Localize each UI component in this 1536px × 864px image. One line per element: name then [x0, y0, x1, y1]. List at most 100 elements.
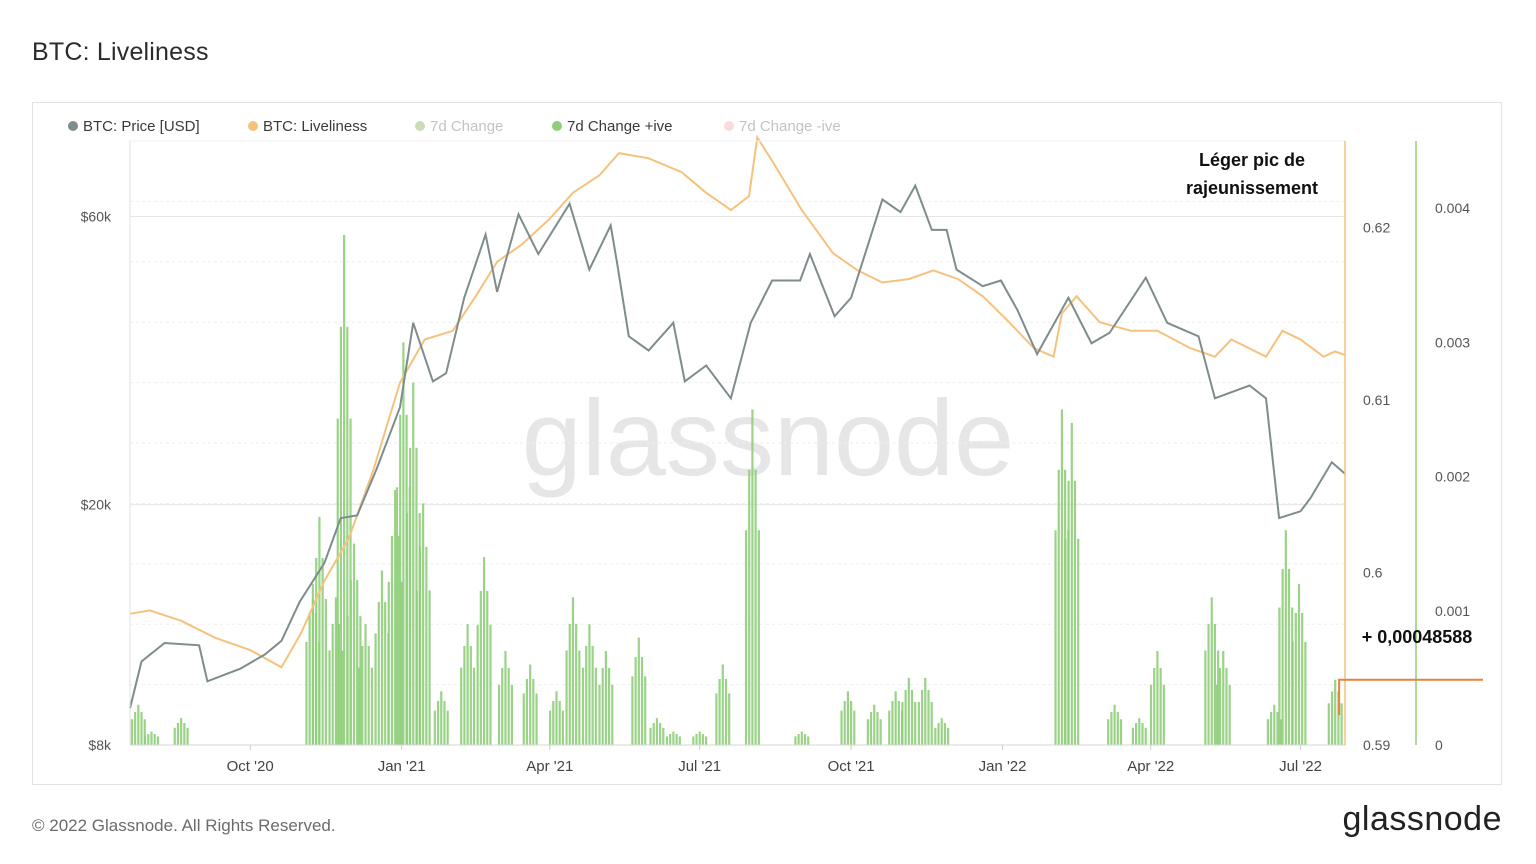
bar-7d-change-positive — [1279, 719, 1282, 745]
bar-7d-change-positive — [840, 710, 843, 745]
bar-7d-change-positive — [482, 557, 486, 745]
bar-7d-change-positive — [604, 651, 607, 745]
bar-7d-change-positive — [640, 656, 644, 745]
series-7d-change-positive — [130, 234, 1343, 745]
bar-7d-change-positive — [947, 727, 950, 745]
bar-7d-change-positive — [504, 651, 507, 745]
bar-7d-change-positive — [1217, 650, 1220, 745]
bar-7d-change-positive — [143, 719, 146, 745]
bar-7d-change-positive — [724, 678, 728, 745]
bar-7d-change-positive — [914, 702, 917, 745]
x-tick-label: Oct '20 — [227, 758, 274, 775]
bar-7d-change-positive — [1330, 691, 1334, 745]
legend-item-7d-change-positive[interactable]: 7d Change +ive — [552, 118, 673, 135]
bar-7d-change-positive — [894, 691, 897, 745]
bar-7d-change-positive — [510, 684, 513, 745]
bar-7d-change-positive — [581, 667, 585, 745]
bar-7d-change-positive — [318, 516, 321, 745]
bar-7d-change-positive — [1204, 650, 1207, 745]
bar-7d-change-positive — [907, 677, 910, 745]
bar-7d-change-positive — [397, 535, 400, 745]
bar-7d-change-positive — [433, 710, 436, 745]
bar-7d-change-positive — [552, 700, 555, 745]
bar-7d-change-positive — [328, 650, 331, 745]
bar-7d-change-positive — [698, 731, 701, 745]
bar-7d-change-positive — [399, 414, 402, 745]
bar-7d-change-positive — [405, 513, 408, 745]
bar-7d-change-positive — [156, 736, 160, 745]
bar-7d-change-positive — [561, 710, 565, 745]
bar-7d-change-positive — [1340, 703, 1343, 745]
bar-7d-change-positive — [549, 710, 552, 745]
bar-7d-change-positive — [751, 409, 754, 745]
bar-7d-change-positive — [1284, 530, 1287, 745]
bar-7d-change-positive — [1119, 719, 1123, 745]
bar-7d-change-positive — [384, 601, 387, 745]
legend-item-7d-change-negative[interactable]: 7d Change -ive — [724, 118, 841, 135]
bar-7d-change-positive — [910, 689, 914, 745]
bar-7d-change-positive — [497, 684, 501, 745]
bar-7d-change-positive — [850, 700, 853, 745]
y-left-tick-label: $8k — [88, 737, 112, 753]
bar-7d-change-positive — [180, 718, 183, 745]
bar-7d-change-positive — [1131, 727, 1135, 745]
bar-7d-change-positive — [1107, 719, 1110, 745]
bar-7d-change-positive — [678, 736, 681, 745]
bar-7d-change-positive — [1070, 422, 1073, 745]
bar-7d-change-positive — [339, 326, 343, 745]
bar-7d-change-positive — [440, 691, 443, 745]
bar-7d-change-positive — [607, 667, 611, 745]
bar-7d-change-positive — [176, 722, 180, 745]
series-price-line — [129, 183, 1346, 709]
bar-7d-change-positive — [601, 667, 604, 745]
bar-7d-change-positive — [869, 711, 873, 745]
bar-7d-change-positive — [1060, 409, 1064, 745]
bar-7d-change-positive — [1064, 538, 1067, 745]
bar-7d-change-positive — [853, 710, 856, 745]
bar-7d-change-positive — [402, 342, 405, 745]
bar-7d-change-positive — [1334, 679, 1337, 745]
bar-7d-change-positive — [144, 736, 147, 745]
bar-7d-change-positive — [917, 702, 920, 745]
bar-7d-change-positive — [1210, 597, 1213, 745]
bar-7d-change-positive — [943, 722, 947, 745]
legend-item-7d-change[interactable]: 7d Change — [415, 118, 503, 135]
bar-7d-change-positive — [1054, 530, 1057, 745]
y-left-tick-label: $60k — [81, 208, 112, 224]
bar-7d-change-positive — [803, 733, 807, 745]
bar-7d-change-positive — [331, 623, 334, 745]
bar-7d-change-positive — [343, 234, 346, 745]
bar-7d-change-positive — [466, 624, 469, 745]
bar-7d-change-positive — [370, 667, 374, 745]
bar-7d-change-positive — [1213, 623, 1217, 745]
bar-7d-change-positive — [1287, 568, 1291, 745]
bar-7d-change-positive — [588, 624, 591, 745]
value-marker-line — [1338, 678, 1483, 715]
bar-7d-change-positive — [1218, 667, 1222, 745]
bar-7d-change-positive — [637, 637, 640, 745]
bar-7d-change-positive — [532, 678, 535, 745]
bar-7d-change-positive — [308, 612, 311, 745]
legend-item-price[interactable]: BTC: Price [USD] — [68, 118, 200, 135]
bar-7d-change-positive — [598, 684, 601, 745]
bar-7d-change-positive — [380, 570, 384, 745]
bar-7d-change-positive — [415, 590, 418, 745]
bar-7d-change-positive — [1156, 651, 1159, 745]
bar-7d-change-positive — [904, 689, 907, 745]
bar-7d-change-positive — [924, 677, 927, 745]
bar-7d-change-positive — [754, 469, 757, 745]
bar-7d-change-positive — [443, 700, 446, 745]
legend-item-liveliness[interactable]: BTC: Liveliness — [248, 118, 367, 135]
bar-7d-change-positive — [425, 546, 428, 745]
chart-title: BTC: Liveliness — [32, 38, 209, 66]
bar-7d-change-positive — [525, 678, 529, 745]
bar-7d-change-positive — [140, 711, 143, 745]
x-tick-label: Jul '22 — [1279, 758, 1322, 775]
bar-7d-change-positive — [529, 664, 532, 745]
bar-7d-change-positive — [321, 557, 324, 745]
bar-7d-change-positive — [346, 326, 349, 745]
bar-7d-change-positive — [1273, 704, 1276, 745]
legend-dot-price — [68, 121, 78, 131]
chart-card — [32, 102, 1502, 785]
bar-7d-change-positive — [134, 711, 137, 745]
